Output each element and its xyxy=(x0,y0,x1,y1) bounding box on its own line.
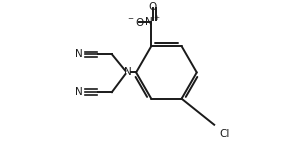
Text: O: O xyxy=(149,2,157,11)
Text: N$^+$: N$^+$ xyxy=(145,15,161,28)
Text: N: N xyxy=(75,87,83,97)
Text: N: N xyxy=(124,67,132,78)
Text: $^-$O: $^-$O xyxy=(126,16,145,28)
Text: N: N xyxy=(75,49,83,59)
Text: Cl: Cl xyxy=(220,129,230,139)
